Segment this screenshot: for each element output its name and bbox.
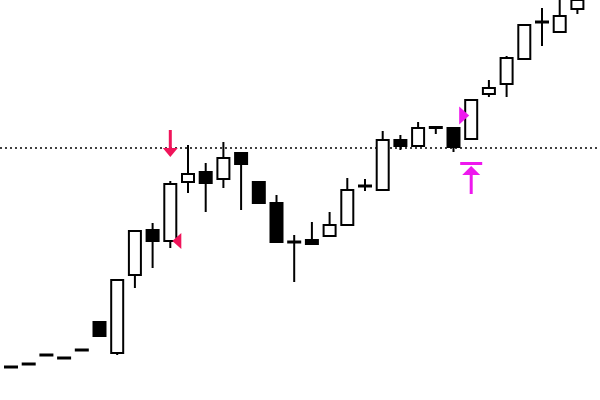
candle bbox=[110, 279, 125, 355]
candle bbox=[411, 122, 426, 147]
candle bbox=[4, 365, 18, 369]
candle bbox=[340, 178, 355, 226]
candle bbox=[145, 223, 160, 268]
candle bbox=[21, 362, 36, 366]
candle-body-bearish bbox=[145, 229, 160, 242]
candle-body-doji bbox=[57, 356, 72, 360]
candle-body-doji bbox=[74, 348, 89, 352]
candle bbox=[287, 235, 302, 282]
candle-body-bullish bbox=[322, 224, 337, 237]
markers-layer bbox=[162, 106, 483, 249]
candle-body-bearish bbox=[234, 152, 249, 165]
candle-body-bullish bbox=[181, 173, 195, 183]
candle-body-bullish bbox=[163, 183, 178, 242]
candle-body-bullish bbox=[375, 139, 390, 191]
candle-body-doji bbox=[39, 353, 54, 357]
candle-body-bullish bbox=[570, 0, 585, 10]
buy-arrow-icon bbox=[460, 162, 483, 194]
candle-body-bearish bbox=[428, 126, 443, 129]
candle bbox=[428, 126, 443, 134]
candle bbox=[322, 212, 337, 237]
candle-body-bullish bbox=[552, 15, 567, 33]
candle bbox=[499, 56, 514, 97]
candle-body-bullish bbox=[216, 157, 231, 180]
candle-body-doji bbox=[21, 362, 36, 366]
candle bbox=[464, 99, 479, 140]
candle-body-doji bbox=[287, 240, 302, 244]
candle bbox=[163, 181, 178, 248]
candle-body-doji bbox=[535, 20, 549, 24]
candle-body-doji bbox=[358, 184, 372, 188]
candle bbox=[269, 195, 284, 243]
candle-body-bearish bbox=[446, 127, 461, 148]
candle bbox=[304, 222, 319, 245]
sell-triangle-icon bbox=[172, 233, 182, 249]
candle bbox=[570, 0, 585, 14]
candles-layer bbox=[4, 0, 585, 369]
candle bbox=[375, 131, 390, 191]
candle bbox=[198, 163, 213, 212]
candle bbox=[92, 321, 107, 337]
candle bbox=[39, 353, 54, 357]
candle-body-bullish bbox=[464, 99, 479, 140]
candle bbox=[446, 127, 461, 152]
candle bbox=[216, 142, 231, 188]
sell-arrow-icon bbox=[162, 130, 178, 157]
candle bbox=[517, 24, 532, 60]
candle-body-bullish bbox=[481, 87, 496, 95]
candle-body-bullish bbox=[499, 57, 514, 85]
candle bbox=[481, 80, 496, 97]
candle bbox=[393, 135, 408, 150]
candle bbox=[358, 179, 372, 191]
candle-body-bearish bbox=[393, 139, 408, 147]
candle-body-bullish bbox=[340, 189, 355, 226]
candle bbox=[127, 230, 142, 288]
candle-body-bearish bbox=[198, 171, 213, 184]
candle-body-bearish bbox=[92, 321, 107, 337]
candle-body-bullish bbox=[411, 127, 426, 147]
candle bbox=[251, 181, 266, 204]
candle-body-bullish bbox=[517, 24, 532, 60]
candle-body-bearish bbox=[251, 181, 266, 204]
candle bbox=[234, 152, 249, 210]
candle-body-doji bbox=[4, 365, 18, 369]
candle-body-bullish bbox=[110, 279, 125, 354]
candle bbox=[552, 0, 567, 33]
candle bbox=[57, 356, 72, 360]
candle bbox=[535, 8, 549, 46]
candle-body-bearish bbox=[304, 239, 319, 245]
buy-triangle-icon bbox=[459, 106, 470, 125]
candle bbox=[181, 145, 195, 193]
candle-body-bullish bbox=[127, 230, 142, 276]
candle-body-bearish bbox=[269, 202, 284, 243]
candle bbox=[74, 348, 89, 352]
